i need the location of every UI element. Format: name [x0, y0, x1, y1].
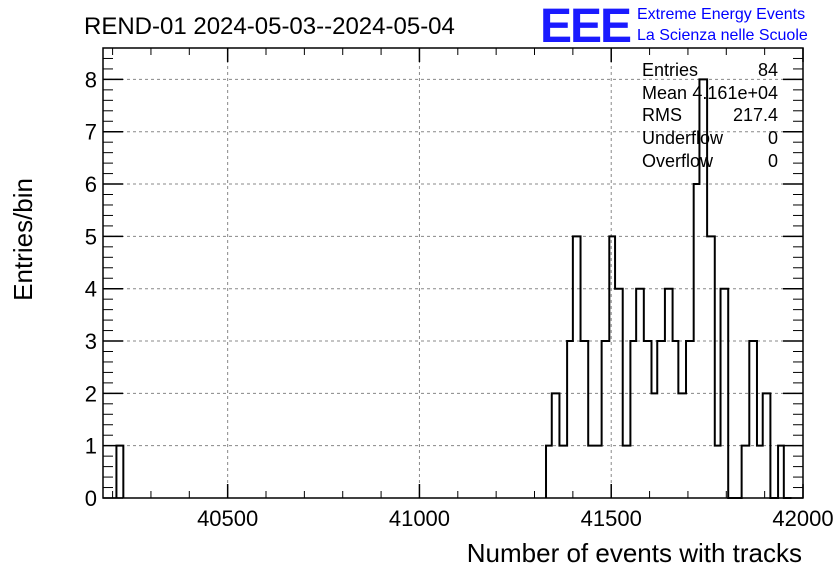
histogram-bin	[657, 341, 665, 498]
logo-line-1: Extreme Energy Events	[637, 6, 805, 23]
stat-label-mean: Mean	[642, 83, 687, 103]
stat-label-entries: Entries	[642, 60, 698, 80]
x-axis-label: Number of events with tracks	[467, 538, 802, 568]
histogram-bin	[546, 446, 552, 498]
histogram-bin	[636, 289, 644, 498]
chart-title: REND-01 2024-05-03--2024-05-04	[84, 13, 455, 40]
stat-value-overflow: 0	[768, 151, 778, 171]
histogram-bin	[678, 393, 686, 498]
histogram-bin	[588, 446, 594, 498]
y-tick-label: 5	[85, 224, 97, 249]
histogram-bin	[763, 393, 771, 498]
histogram-bin	[778, 446, 784, 498]
histogram-bin	[609, 236, 615, 498]
histogram-bin	[686, 341, 694, 498]
histogram-bin	[581, 341, 589, 498]
histogram-bin	[602, 341, 610, 498]
logo-line-2: La Scienza nelle Scuole	[637, 27, 808, 44]
grid	[103, 48, 804, 498]
histogram-bin	[623, 446, 631, 498]
histogram-bin	[573, 236, 581, 498]
histogram-bin	[721, 289, 729, 498]
histogram-bin	[644, 341, 652, 498]
histogram-bin	[694, 184, 700, 498]
y-tick-label: 8	[85, 67, 97, 92]
logo-mark: EEE	[540, 0, 631, 53]
y-tick-label: 7	[85, 120, 97, 145]
y-tick-label: 0	[85, 486, 97, 511]
x-tick-label: 42000	[772, 506, 833, 531]
y-axis-label: Entries/bin	[8, 178, 38, 301]
histogram-bin	[749, 341, 757, 498]
histogram-bin	[651, 393, 657, 498]
histogram-bin	[757, 446, 763, 498]
stat-label-underflow: Underflow	[642, 128, 724, 148]
stat-value-rms: 217.4	[733, 105, 778, 125]
axes: 40500 41000 41500 42000 0 1 2 3 4 5 6 7 8	[85, 48, 834, 531]
x-tick-label: 41500	[581, 506, 642, 531]
eee-logo: EEE Extreme Energy Events La Scienza nel…	[540, 0, 808, 53]
y-tick-label: 1	[85, 434, 97, 459]
histogram-bin	[567, 341, 573, 498]
histogram-bin	[116, 446, 123, 498]
stat-value-entries: 84	[758, 60, 778, 80]
histogram-bin	[742, 446, 750, 498]
y-tick-label: 6	[85, 172, 97, 197]
stats-box: Entries 84 Mean 4.161e+04 RMS 217.4 Unde…	[642, 60, 778, 171]
histogram-bin	[615, 289, 623, 498]
histogram-bin	[665, 289, 673, 498]
plot-frame	[102, 47, 804, 499]
histogram-bin	[673, 341, 679, 498]
y-tick-label: 2	[85, 381, 97, 406]
stat-label-overflow: Overflow	[642, 151, 714, 171]
x-tick-label: 40500	[197, 506, 258, 531]
histogram-bin	[630, 341, 636, 498]
histogram-bin	[715, 446, 721, 498]
histogram-bin	[552, 393, 560, 498]
histogram-bin	[707, 236, 715, 498]
histogram-bin	[594, 446, 602, 498]
stat-value-mean: 4.161e+04	[692, 83, 778, 103]
histogram-bin	[559, 446, 567, 498]
stat-label-rms: RMS	[642, 105, 682, 125]
y-tick-label: 4	[85, 277, 97, 302]
x-tick-label: 41000	[389, 506, 450, 531]
y-tick-label: 3	[85, 329, 97, 354]
stat-value-underflow: 0	[768, 128, 778, 148]
